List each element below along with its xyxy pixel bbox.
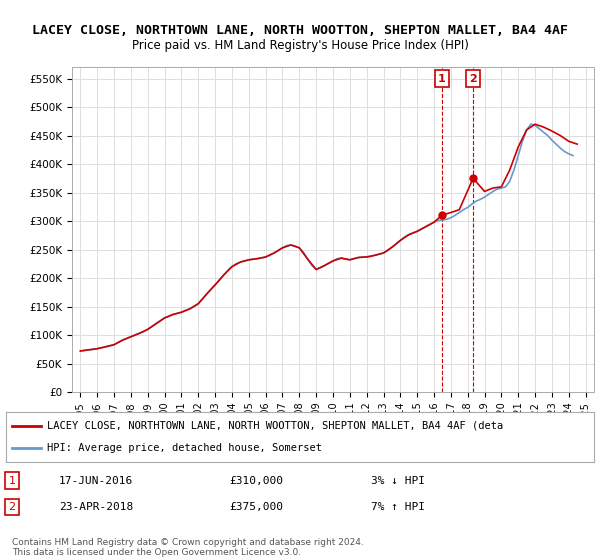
Text: Price paid vs. HM Land Registry's House Price Index (HPI): Price paid vs. HM Land Registry's House … — [131, 39, 469, 53]
Text: HPI: Average price, detached house, Somerset: HPI: Average price, detached house, Some… — [47, 443, 322, 453]
Text: Contains HM Land Registry data © Crown copyright and database right 2024.
This d: Contains HM Land Registry data © Crown c… — [12, 538, 364, 557]
Text: LACEY CLOSE, NORTHTOWN LANE, NORTH WOOTTON, SHEPTON MALLET, BA4 4AF (deta: LACEY CLOSE, NORTHTOWN LANE, NORTH WOOTT… — [47, 421, 503, 431]
Text: LACEY CLOSE, NORTHTOWN LANE, NORTH WOOTTON, SHEPTON MALLET, BA4 4AF: LACEY CLOSE, NORTHTOWN LANE, NORTH WOOTT… — [32, 24, 568, 38]
Text: 23-APR-2018: 23-APR-2018 — [59, 502, 133, 512]
Text: 1: 1 — [438, 73, 446, 83]
Text: 2: 2 — [469, 73, 477, 83]
Text: 17-JUN-2016: 17-JUN-2016 — [59, 476, 133, 486]
Text: 2: 2 — [8, 502, 16, 512]
Text: £375,000: £375,000 — [229, 502, 283, 512]
Text: £310,000: £310,000 — [229, 476, 283, 486]
Text: 1: 1 — [8, 476, 16, 486]
Text: 7% ↑ HPI: 7% ↑ HPI — [371, 502, 425, 512]
Text: 3% ↓ HPI: 3% ↓ HPI — [371, 476, 425, 486]
